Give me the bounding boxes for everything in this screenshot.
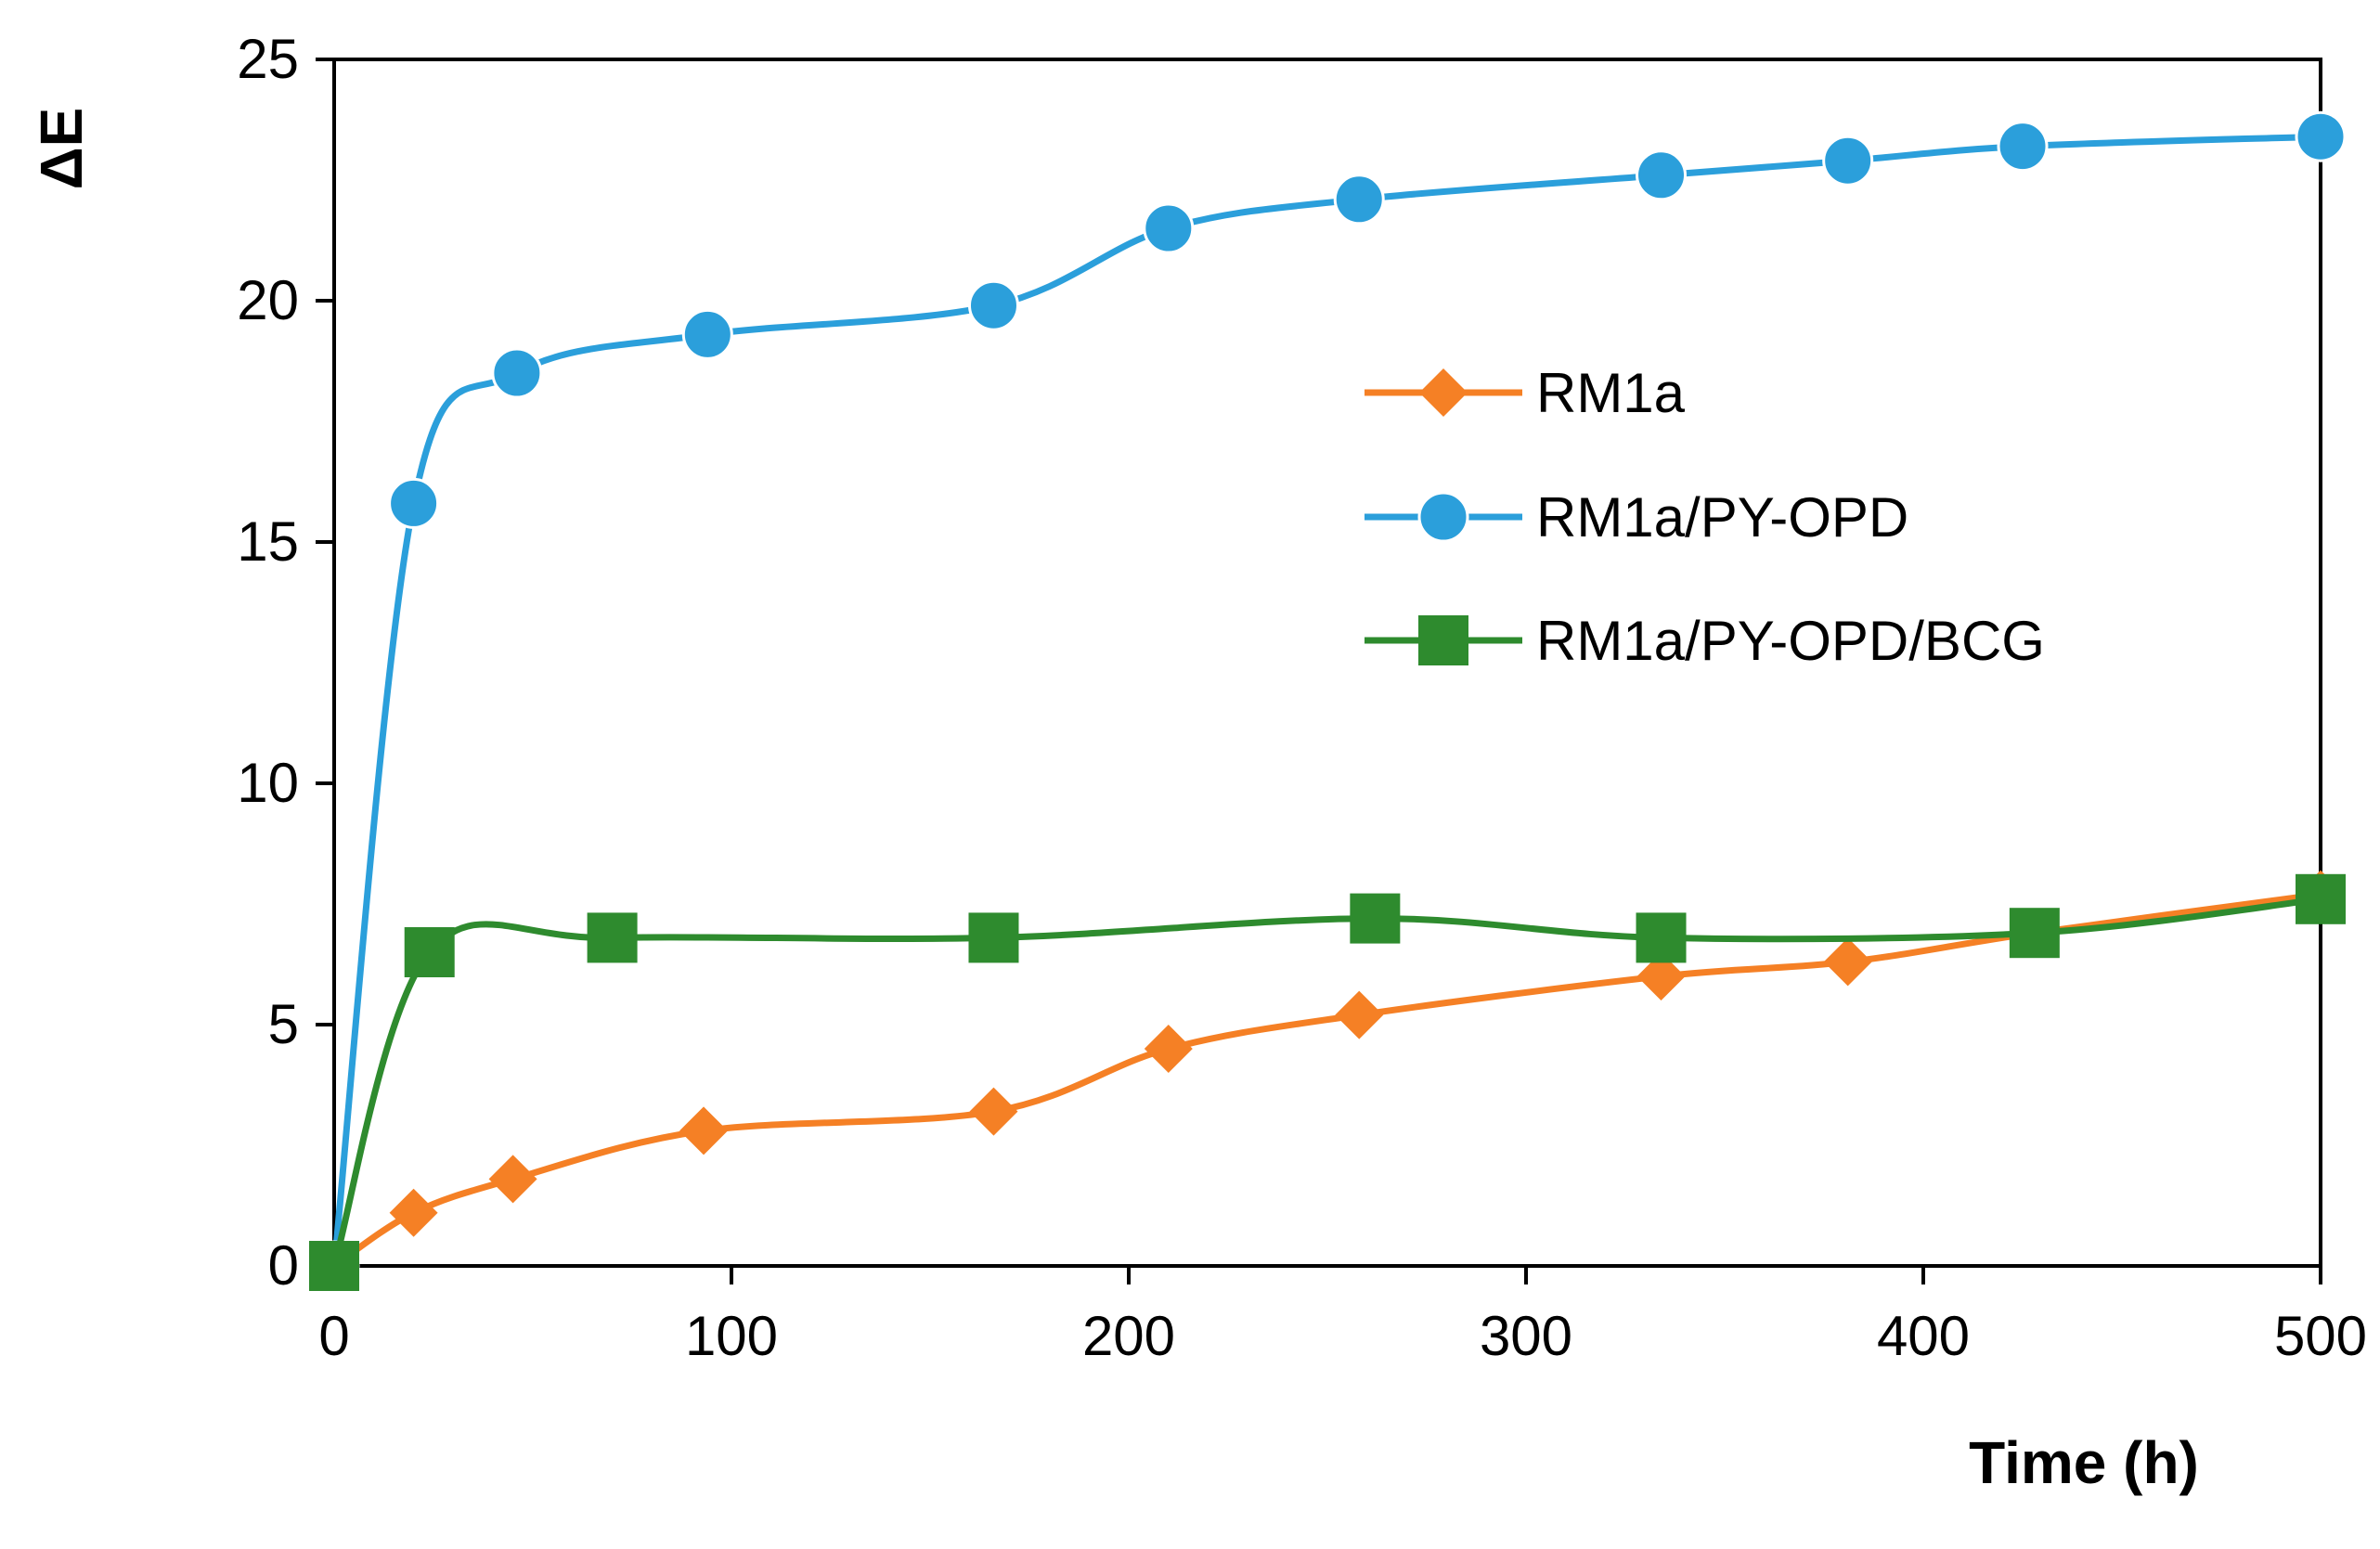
- series-rm1a-py-opd: [308, 110, 2347, 1292]
- data-point: [967, 279, 1019, 331]
- data-point: [1350, 893, 1401, 944]
- legend-label: RM1a: [1536, 362, 1686, 424]
- x-tick-label: 500: [2274, 1305, 2367, 1367]
- y-axis-title: ΔE: [28, 108, 95, 190]
- series-line: [330, 133, 2324, 1270]
- data-point: [388, 477, 440, 529]
- data-point: [309, 1241, 359, 1291]
- data-point: [1144, 1025, 1193, 1073]
- data-point: [1636, 952, 1686, 1000]
- data-point: [1997, 121, 2049, 173]
- y-tick-label: 25: [237, 28, 299, 90]
- y-tick-label: 0: [268, 1234, 299, 1297]
- data-point: [1636, 912, 1687, 963]
- legend-marker: [1419, 368, 1468, 417]
- legend-marker: [1418, 615, 1468, 665]
- data-point: [968, 912, 1019, 963]
- x-tick-label: 100: [685, 1305, 778, 1367]
- data-point: [1143, 202, 1195, 254]
- data-point: [1823, 937, 1872, 987]
- legend-marker: [1417, 491, 1469, 543]
- data-point: [587, 912, 638, 963]
- legend-label: RM1a/PY-OPD: [1536, 486, 1908, 549]
- data-point: [2009, 908, 2060, 959]
- x-tick-label: 300: [1480, 1305, 1572, 1367]
- data-point: [488, 1155, 537, 1204]
- data-point: [679, 1106, 729, 1155]
- y-tick-label: 5: [268, 993, 299, 1055]
- series-layer: [308, 110, 2347, 1292]
- data-point: [681, 308, 733, 360]
- x-tick-label: 0: [318, 1305, 349, 1367]
- data-point: [491, 347, 543, 399]
- data-point: [969, 1087, 1018, 1136]
- data-point: [1333, 174, 1385, 226]
- legend-label: RM1a/PY-OPD/BCG: [1536, 610, 2045, 672]
- series-rm1a-py-opd-bcg: [309, 873, 2346, 1291]
- data-point: [389, 1188, 438, 1237]
- data-point: [404, 927, 455, 977]
- legend-item: RM1a: [1365, 362, 1686, 424]
- x-tick-label: 400: [1877, 1305, 1970, 1367]
- ticks-layer: 0 5 10 15 20 25 0 100 200 300 400 500: [237, 28, 2367, 1367]
- data-point: [1636, 149, 1688, 201]
- x-tick-label: 200: [1082, 1305, 1175, 1367]
- legend: RM1a RM1a/PY-OPD RM1a/PY-OPD/BCG: [1365, 362, 2045, 672]
- y-tick-label: 10: [237, 752, 299, 814]
- y-tick-label: 20: [237, 269, 299, 331]
- y-tick-label: 15: [237, 510, 299, 573]
- legend-item: RM1a/PY-OPD: [1365, 486, 1908, 549]
- data-point: [2296, 873, 2346, 924]
- data-point: [1822, 135, 1874, 187]
- legend-item: RM1a/PY-OPD/BCG: [1365, 610, 2045, 672]
- data-point: [2295, 110, 2347, 162]
- data-point: [1335, 990, 1384, 1039]
- plot-frame: [332, 58, 2322, 1268]
- x-axis-title: Time (h): [1969, 1429, 2199, 1496]
